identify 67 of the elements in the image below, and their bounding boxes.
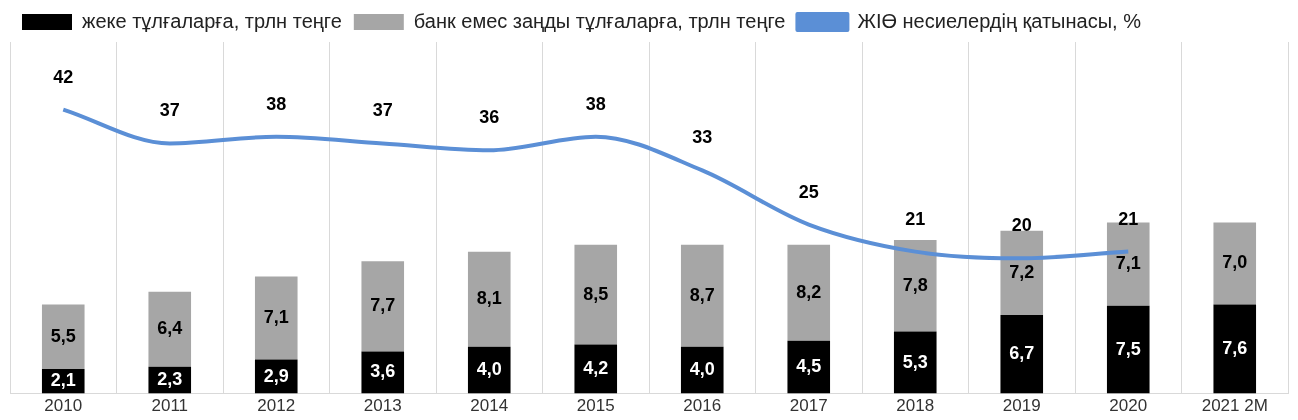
bar	[893, 240, 937, 332]
data-label: 4,0	[689, 359, 715, 380]
x-tick-label: 2015	[576, 396, 615, 416]
x-tick-label: 2013	[363, 396, 402, 416]
bar	[680, 244, 724, 347]
data-label: 21	[1118, 208, 1139, 229]
data-label: 7,1	[1115, 253, 1141, 274]
data-label: 7,2	[1009, 261, 1035, 282]
bar	[361, 261, 405, 352]
data-label: 36	[479, 107, 500, 128]
data-label: 8,1	[476, 288, 502, 309]
data-label: 7,8	[902, 274, 928, 295]
x-tick-label: 2020	[1109, 396, 1148, 416]
data-label: 8,2	[796, 281, 822, 302]
data-label: 5,5	[50, 325, 76, 346]
bar	[467, 251, 511, 347]
data-label: 6,4	[157, 318, 183, 339]
data-label: 37	[372, 100, 393, 121]
bar	[1213, 304, 1257, 394]
data-label: 38	[585, 93, 606, 114]
bar	[574, 244, 618, 345]
data-label: 8,7	[689, 284, 715, 305]
data-label: 4,0	[476, 359, 502, 380]
x-tick-label: 2019	[1002, 396, 1041, 416]
data-label: 20	[1011, 215, 1032, 236]
data-label: 7,6	[1222, 338, 1248, 359]
x-tick-label: 2010	[44, 396, 83, 416]
data-label: 33	[692, 127, 713, 148]
x-tick-label: 2018	[896, 396, 935, 416]
x-tick-label: 2016	[683, 396, 722, 416]
x-tick-label: 2014	[470, 396, 509, 416]
data-label: 4,5	[796, 356, 822, 377]
data-label: 38	[266, 93, 287, 114]
data-label: 8,5	[583, 283, 609, 304]
bar	[893, 331, 937, 394]
legend-label: ЖІӨ несиелердің қатынасы, %	[857, 9, 1142, 32]
bar	[41, 304, 85, 369]
data-label: 3,6	[370, 361, 396, 382]
x-tick-label: 2021 2M	[1201, 396, 1268, 416]
data-label: 25	[798, 181, 819, 202]
data-label: 7,0	[1222, 252, 1248, 273]
bar	[1106, 305, 1150, 394]
data-label: 2,1	[50, 370, 76, 391]
bar	[787, 340, 831, 394]
data-label: 5,3	[902, 351, 928, 372]
data-label: 7,5	[1115, 338, 1141, 359]
data-label: 7,7	[370, 295, 396, 316]
bar	[787, 244, 831, 341]
bar	[1000, 315, 1044, 394]
bar	[1213, 222, 1257, 305]
bar	[254, 276, 298, 360]
data-label: 37	[159, 100, 180, 121]
legend-label: жеке тұлғаларға, трлн теңге	[82, 9, 342, 32]
data-label: 2,9	[263, 365, 289, 386]
data-label: 42	[53, 66, 74, 87]
bar	[1000, 230, 1044, 316]
x-tick-label: 2011	[151, 396, 189, 416]
x-tick-label: 2012	[257, 396, 296, 416]
data-label: 4,2	[583, 357, 609, 378]
data-label: 21	[905, 208, 926, 229]
data-label: 6,7	[1009, 343, 1035, 364]
x-tick-label: 2017	[789, 396, 828, 416]
legend-label: банк емес заңды тұлғаларға, трлн теңге	[413, 9, 786, 32]
bar	[148, 291, 192, 367]
data-label: 7,1	[263, 306, 289, 327]
bar	[574, 344, 618, 394]
data-label: 2,3	[157, 369, 183, 390]
